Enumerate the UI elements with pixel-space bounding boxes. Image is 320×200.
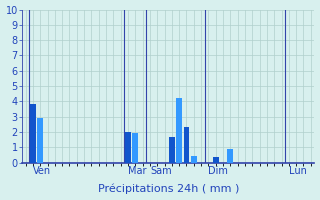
Text: Lun: Lun	[289, 166, 307, 176]
Bar	[191, 156, 197, 163]
Text: Dim: Dim	[208, 166, 228, 176]
Bar	[213, 157, 219, 163]
Bar	[125, 132, 131, 163]
Bar	[169, 137, 175, 163]
Bar	[132, 133, 138, 163]
Text: Mar: Mar	[128, 166, 147, 176]
Bar	[30, 104, 36, 163]
Bar	[228, 149, 233, 163]
Text: Ven: Ven	[33, 166, 51, 176]
Bar	[184, 127, 189, 163]
Text: Sam: Sam	[150, 166, 172, 176]
X-axis label: Précipitations 24h ( mm ): Précipitations 24h ( mm )	[98, 184, 239, 194]
Bar	[37, 118, 43, 163]
Bar	[176, 98, 182, 163]
